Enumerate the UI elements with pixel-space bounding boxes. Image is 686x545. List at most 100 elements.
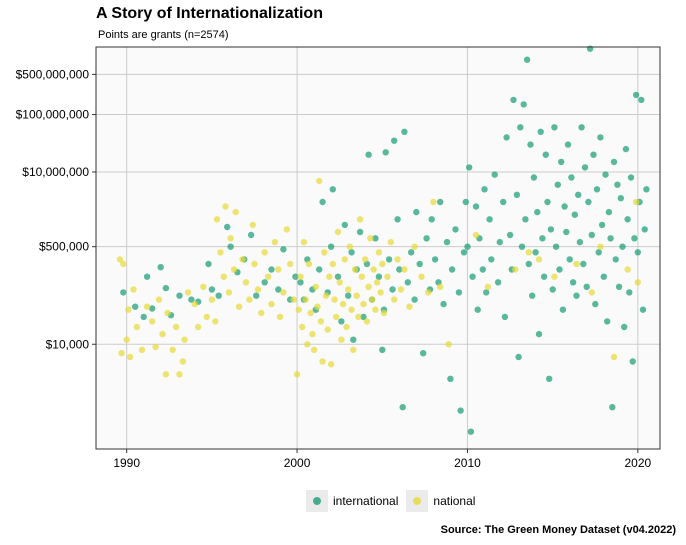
point-national — [162, 371, 170, 378]
point-national — [391, 296, 398, 303]
point-national — [339, 300, 347, 308]
point-international — [423, 235, 430, 242]
point-international — [510, 96, 517, 104]
point-international — [143, 273, 151, 280]
point-international — [341, 221, 348, 229]
point-international — [360, 313, 367, 321]
point-national — [331, 296, 338, 303]
point-international — [561, 203, 568, 210]
y-tick-label: $100,000,000 — [16, 108, 90, 122]
point-national — [200, 283, 207, 290]
point-international — [546, 375, 553, 382]
point-international — [549, 286, 556, 293]
point-national — [181, 336, 188, 343]
point-international — [525, 260, 532, 268]
point-international — [437, 198, 444, 206]
point-national — [212, 318, 219, 325]
point-national — [152, 343, 159, 351]
point-international — [518, 243, 526, 250]
point-international — [327, 243, 335, 250]
point-international — [408, 249, 415, 256]
point-national — [351, 266, 359, 273]
plot-panel — [96, 47, 660, 449]
point-international — [149, 305, 156, 312]
point-national — [384, 273, 391, 280]
point-national — [329, 260, 336, 268]
point-international — [396, 266, 403, 273]
point-international — [253, 292, 260, 299]
point-national — [264, 273, 272, 280]
chart-title: A Story of Internationalization — [96, 5, 323, 22]
point-international — [629, 358, 636, 365]
point-national — [116, 256, 124, 263]
point-international — [500, 198, 507, 206]
point-national — [316, 177, 323, 185]
y-tick-label: $10,000,000 — [22, 165, 89, 179]
point-international — [431, 256, 439, 263]
point-national — [512, 266, 519, 273]
point-national — [133, 323, 141, 331]
point-national — [258, 309, 265, 317]
point-international — [176, 292, 183, 299]
point-international — [583, 283, 590, 290]
point-international — [157, 264, 164, 271]
point-national — [230, 266, 238, 273]
point-international — [334, 273, 342, 280]
point-international — [614, 181, 621, 188]
point-national — [203, 313, 210, 321]
point-international — [488, 256, 495, 263]
point-international — [247, 231, 255, 239]
point-international — [590, 151, 597, 158]
point-international — [529, 292, 536, 299]
point-international — [537, 128, 544, 135]
point-international — [466, 164, 473, 171]
point-international — [610, 158, 618, 166]
point-national — [120, 260, 127, 268]
point-international — [372, 235, 379, 242]
point-national — [573, 260, 580, 268]
point-international — [316, 266, 323, 273]
point-international — [554, 181, 561, 188]
point-international — [481, 186, 488, 193]
point-international — [631, 235, 638, 242]
point-national — [261, 249, 268, 256]
point-international — [615, 283, 623, 290]
point-national — [242, 279, 250, 286]
point-international — [595, 249, 602, 256]
point-national — [125, 306, 132, 313]
point-national — [437, 283, 444, 290]
point-national — [169, 346, 176, 353]
point-international — [586, 45, 594, 52]
point-national — [370, 266, 377, 273]
legend-label-international: international — [333, 494, 399, 508]
x-axis: 1990 2000 2010 2020 — [113, 449, 652, 470]
point-international — [552, 243, 560, 250]
point-national — [588, 289, 595, 296]
point-international — [632, 91, 640, 99]
point-national — [363, 318, 371, 325]
point-international — [483, 289, 490, 296]
point-national — [321, 249, 328, 256]
point-international — [215, 292, 222, 299]
point-international — [517, 124, 524, 131]
point-national — [172, 323, 180, 331]
point-international — [598, 221, 606, 229]
point-national — [295, 306, 302, 313]
point-international — [411, 296, 418, 303]
point-international — [547, 226, 555, 233]
y-axis: $10,000 $500,000 $10,000,000 $100,000,000 $5… — [16, 67, 96, 351]
point-national — [333, 313, 340, 321]
point-international — [612, 256, 619, 263]
point-international — [464, 243, 471, 250]
point-national — [362, 256, 369, 263]
point-international — [532, 249, 539, 256]
point-national — [484, 283, 492, 290]
y-tick-label: $500,000,000 — [16, 67, 90, 81]
point-international — [120, 289, 127, 296]
point-national — [367, 235, 374, 242]
point-national — [610, 353, 618, 361]
point-international — [208, 286, 216, 293]
point-national — [138, 346, 146, 353]
point-national — [280, 289, 287, 296]
